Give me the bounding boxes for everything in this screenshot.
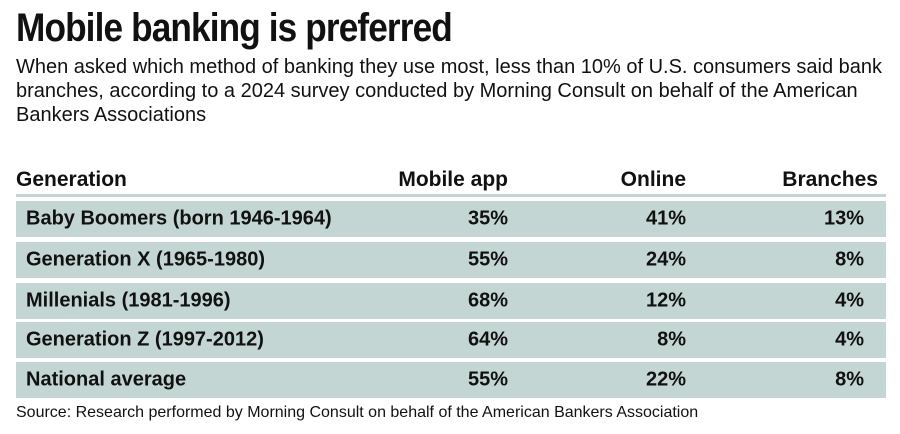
table-header: Generation Mobile app Online Branches [16,166,886,197]
table-row: Generation X (1965-1980) 55% 24% 8% [16,242,886,278]
table-row: National average 55% 22% 8% [16,362,886,398]
cell-mobile-app: 68% [467,289,508,312]
cell-mobile-app: 35% [467,207,508,230]
subtitle: When asked which method of banking they … [16,56,883,126]
cell-branches: 4% [835,289,864,312]
cell-online: 8% [657,328,686,351]
table-row: Generation Z (1997-2012) 64% 8% 4% [16,322,886,358]
header-online: Online [620,168,686,191]
header-generation: Generation [16,168,127,191]
cell-generation: National average [26,368,187,391]
cell-online: 12% [645,289,686,312]
cell-mobile-app: 64% [467,328,508,351]
header-mobile-app: Mobile app [398,168,508,191]
title: Mobile banking is preferred [16,6,453,50]
cell-mobile-app: 55% [467,248,508,271]
cell-online: 24% [645,248,686,271]
cell-branches: 13% [823,207,864,230]
cell-branches: 4% [835,328,864,351]
table-row: Baby Boomers (born 1946-1964) 35% 41% 13% [16,201,886,237]
cell-branches: 8% [835,248,864,271]
cell-generation: Generation Z (1997-2012) [26,328,264,351]
cell-online: 22% [645,368,686,391]
table-row: Millenials (1981-1996) 68% 12% 4% [16,283,886,319]
header-branches: Branches [782,168,878,191]
source-note: Source: Research performed by Morning Co… [16,404,699,421]
cell-generation: Baby Boomers (born 1946-1964) [26,207,332,230]
cell-generation: Millenials (1981-1996) [26,289,231,312]
cell-generation: Generation X (1965-1980) [26,248,265,271]
cell-branches: 8% [835,368,864,391]
cell-online: 41% [645,207,686,230]
cell-mobile-app: 55% [467,368,508,391]
